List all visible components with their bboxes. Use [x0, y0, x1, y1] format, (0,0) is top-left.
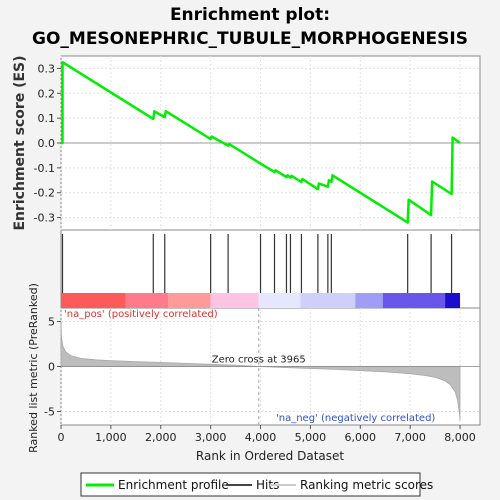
rank-metric-area [60, 321, 461, 421]
legend-item-hits: Hits [256, 478, 279, 492]
es-y-tick-label: 0.1 [38, 112, 56, 125]
x-tick-label: 0 [58, 431, 65, 444]
rank-heatmap [61, 293, 461, 308]
heatmap-segment [355, 293, 383, 308]
x-tick-label: 3,000 [195, 431, 227, 444]
heatmap-segment [300, 293, 356, 308]
x-tick-label: 2,000 [145, 431, 177, 444]
chart-title-line1: Enrichment plot: [170, 5, 330, 25]
es-y-tick-label: 0.3 [38, 62, 56, 75]
legend-item-enrichment-profile: Enrichment profile [118, 478, 229, 492]
heatmap-segment [168, 293, 211, 308]
x-tick-label: 1,000 [95, 431, 127, 444]
heatmap-segment [61, 293, 126, 308]
es-series-line [61, 60, 461, 224]
rank-y-tick-label: -5 [44, 406, 55, 419]
es-y-tick-label: 0.2 [38, 87, 56, 100]
hits-group [61, 234, 453, 293]
x-tick-label: 8,000 [444, 431, 476, 444]
zero-cross-label: Zero cross at 3965 [212, 355, 306, 366]
na-neg-label: 'na_neg' (negatively correlated) [276, 413, 435, 424]
chart-title-line2: GO_MESONEPHRIC_TUBULE_MORPHOGENESIS [32, 29, 468, 49]
es-y-tick-label: 0.0 [38, 137, 56, 150]
es-y-tick-label: -0.1 [34, 162, 55, 175]
es-y-tick-label: -0.2 [34, 187, 55, 200]
rank-y-tick-label: 5 [48, 316, 55, 329]
x-axis-label: Rank in Ordered Dataset [196, 449, 344, 463]
es-y-tick-label: -0.3 [34, 212, 55, 225]
rank-y-tick-label: 0 [48, 361, 55, 374]
heatmap-segment [445, 293, 461, 308]
x-tick-label: 6,000 [345, 431, 377, 444]
heatmap-segment [258, 293, 301, 308]
rank-area-group [60, 321, 480, 421]
na-pos-label: 'na_pos' (positively correlated) [64, 309, 218, 320]
heatmap-segment [210, 293, 259, 308]
heatmap-segment [125, 293, 169, 308]
rank-y-ticks: 5 0 -5 [44, 316, 61, 419]
legend-item-ranking-metric: Ranking metric scores [300, 478, 433, 492]
rank-y-axis-label: Ranked list metric (PreRanked) [27, 283, 40, 453]
heatmap-segment [382, 293, 446, 308]
es-curve-group [61, 60, 461, 224]
x-tick-label: 5,000 [295, 431, 327, 444]
es-y-ticks: 0.3 0.2 0.1 0.0 -0.1 -0.2 -0.3 [34, 62, 61, 225]
x-tick-label: 7,000 [394, 431, 426, 444]
x-ticks: 0 1,000 2,000 3,000 4,000 5,000 6,000 7,000 8,00… [58, 425, 476, 444]
x-tick-label: 4,000 [245, 431, 277, 444]
es-y-axis-label: Enrichment score (ES) [12, 55, 28, 230]
